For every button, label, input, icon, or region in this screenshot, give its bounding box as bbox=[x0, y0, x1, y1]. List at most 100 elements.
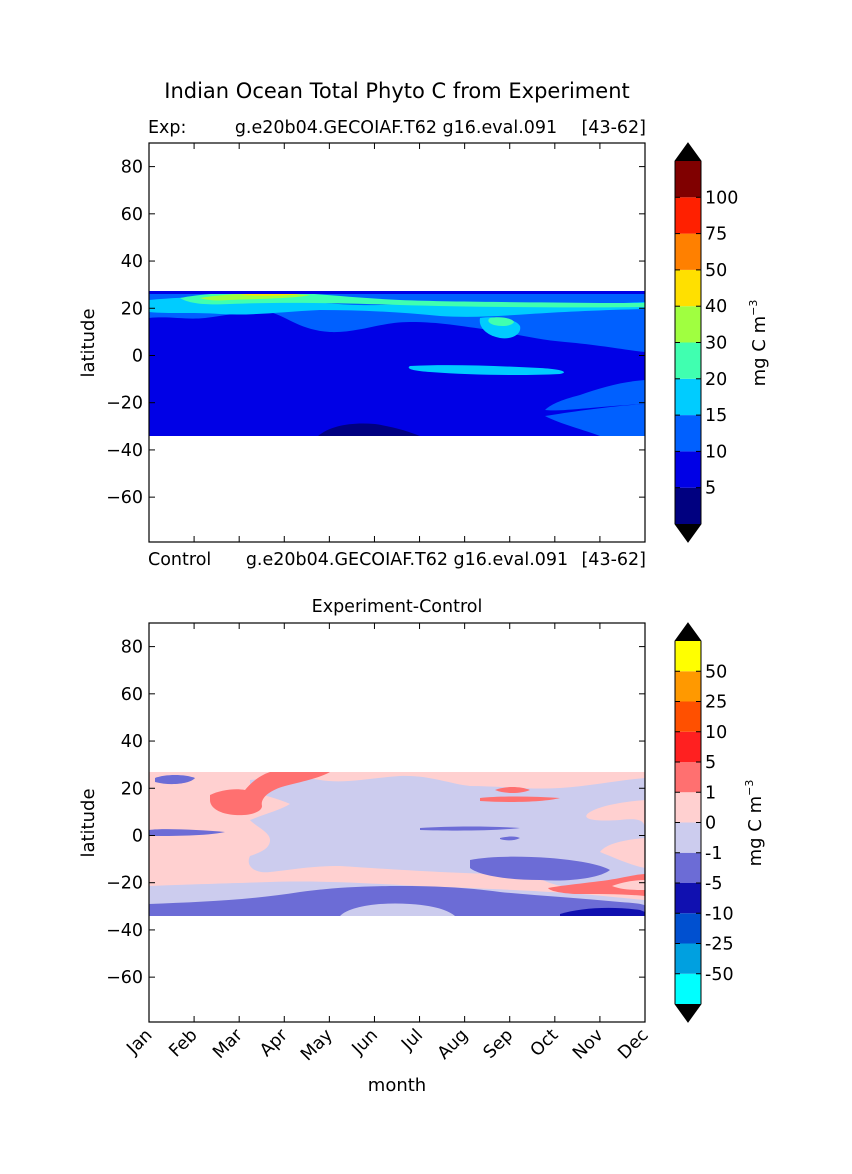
y-tick-label: 40 bbox=[121, 732, 143, 752]
top-panel: Indian Ocean Total Phyto C from Experime… bbox=[78, 79, 770, 543]
colorbar-segment bbox=[675, 883, 701, 914]
y-tick-label: 80 bbox=[121, 158, 143, 178]
contour-region bbox=[408, 365, 564, 376]
top-y-axis: 80 60 40 20 0 −20 −40 −60 bbox=[106, 158, 645, 508]
colorbar-extend-max bbox=[675, 143, 701, 161]
contour-region bbox=[470, 856, 610, 881]
control-label: Control bbox=[148, 550, 211, 570]
y-tick-label: 60 bbox=[121, 685, 143, 705]
colorbar-tick-label: 15 bbox=[705, 406, 727, 426]
top-y-axis-label: latitude bbox=[78, 308, 99, 377]
colorbar-segment bbox=[675, 792, 701, 823]
y-tick-label: 20 bbox=[121, 779, 143, 799]
colorbar-segment bbox=[675, 306, 701, 343]
exp-label: Exp: bbox=[148, 118, 186, 138]
colorbar-extend-min bbox=[675, 524, 701, 542]
y-tick-label: −20 bbox=[106, 394, 143, 414]
colorbar-segment bbox=[675, 487, 701, 524]
colorbar-tick-label: -50 bbox=[705, 965, 734, 985]
x-tick-label: Oct bbox=[527, 1025, 563, 1061]
y-tick-label: −40 bbox=[106, 441, 143, 461]
exp-case-name: g.e20b04.GECOIAF.T62 g16.eval.091 bbox=[235, 118, 557, 138]
y-tick-label: 60 bbox=[121, 205, 143, 225]
exp-year-range: [43-62] bbox=[581, 118, 646, 138]
colorbar-segment bbox=[675, 161, 701, 198]
contour-region bbox=[495, 787, 530, 793]
x-tick-label: Apr bbox=[256, 1025, 292, 1061]
contour-region bbox=[149, 829, 225, 836]
bottom-panel: Control g.e20b04.GECOIAF.T62 g16.eval.09… bbox=[78, 550, 766, 1096]
colorbar-tick-label: 1 bbox=[705, 783, 716, 803]
contour-region bbox=[488, 317, 514, 326]
colorbar-segment bbox=[675, 913, 701, 944]
top-colorbar: 5 10 15 20 30 40 50 75 100 bbox=[674, 142, 738, 543]
colorbar-tick-label: 20 bbox=[705, 370, 727, 390]
colorbar-tick-label: 25 bbox=[705, 693, 727, 713]
colorbar-segment bbox=[675, 342, 701, 379]
difference-title: Experiment-Control bbox=[312, 597, 483, 617]
x-tick-label: Feb bbox=[166, 1025, 202, 1061]
colorbar-tick-label: 5 bbox=[705, 479, 716, 499]
x-tick-label: Sep bbox=[480, 1025, 517, 1062]
y-tick-label: −60 bbox=[106, 488, 143, 508]
contour-region bbox=[560, 907, 645, 916]
x-tick-label: Jul bbox=[397, 1025, 427, 1055]
colorbar-tick-label: 30 bbox=[705, 334, 727, 354]
colorbar-segment bbox=[675, 197, 701, 234]
contour-region bbox=[340, 903, 455, 916]
bottom-plot-frame bbox=[148, 622, 646, 1023]
x-tick-label: Dec bbox=[614, 1025, 652, 1063]
colorbar-tick-label: -10 bbox=[705, 904, 734, 924]
y-tick-label: 20 bbox=[121, 299, 143, 319]
y-tick-label: 40 bbox=[121, 252, 143, 272]
contour-region bbox=[210, 772, 330, 816]
colorbar-tick-label: 0 bbox=[705, 814, 716, 834]
colorbar-tick-label: 50 bbox=[705, 261, 727, 281]
x-tick-label: May bbox=[297, 1025, 337, 1065]
y-tick-label: 80 bbox=[121, 638, 143, 658]
x-tick-label: Nov bbox=[569, 1025, 607, 1063]
colorbar-tick-label: 5 bbox=[705, 753, 716, 773]
x-tick-label: Aug bbox=[434, 1025, 472, 1063]
bottom-x-axis-label: month bbox=[368, 1075, 426, 1096]
colorbar-tick-label: 10 bbox=[705, 723, 727, 743]
colorbar-extend-max bbox=[675, 623, 701, 641]
colorbar-extend-min bbox=[675, 1004, 701, 1022]
bottom-contour-field bbox=[149, 772, 645, 916]
colorbar-tick-label: -25 bbox=[705, 935, 734, 955]
colorbar-segment bbox=[675, 973, 701, 1004]
colorbar-segment bbox=[675, 701, 701, 732]
colorbar-tick-label: 50 bbox=[705, 662, 727, 682]
bottom-colorbar-label: mg C m−3 bbox=[743, 780, 766, 867]
colorbar-tick-label: 10 bbox=[705, 442, 727, 462]
colorbar-segment bbox=[675, 233, 701, 270]
contour-region bbox=[149, 291, 645, 294]
colorbar-segment bbox=[675, 943, 701, 974]
contour-region bbox=[149, 311, 645, 436]
colorbar-outline bbox=[674, 142, 702, 543]
y-tick-label: 0 bbox=[132, 346, 143, 366]
colorbar-tick-label: -1 bbox=[705, 844, 722, 864]
colorbar-segment bbox=[675, 451, 701, 488]
control-case-name: g.e20b04.GECOIAF.T62 g16.eval.091 bbox=[246, 550, 568, 570]
y-tick-label: 0 bbox=[132, 826, 143, 846]
control-year-range: [43-62] bbox=[581, 550, 646, 570]
colorbar-tick-label: 100 bbox=[705, 188, 738, 208]
colorbar-segment bbox=[675, 852, 701, 883]
contour-region bbox=[155, 775, 195, 785]
colorbar-segment bbox=[675, 822, 701, 853]
colorbar-segment bbox=[675, 671, 701, 702]
colorbar-tick-label: 40 bbox=[705, 297, 727, 317]
contour-region bbox=[420, 826, 520, 831]
x-tick-label: Jan bbox=[123, 1025, 157, 1059]
contour-region bbox=[318, 423, 420, 436]
y-tick-label: −60 bbox=[106, 968, 143, 988]
y-tick-label: −40 bbox=[106, 921, 143, 941]
main-title: Indian Ocean Total Phyto C from Experime… bbox=[164, 79, 629, 103]
contour-region bbox=[612, 880, 645, 890]
y-tick-label: −20 bbox=[106, 874, 143, 894]
colorbar-segment bbox=[675, 641, 701, 672]
top-colorbar-label: mg C m−3 bbox=[747, 300, 770, 387]
